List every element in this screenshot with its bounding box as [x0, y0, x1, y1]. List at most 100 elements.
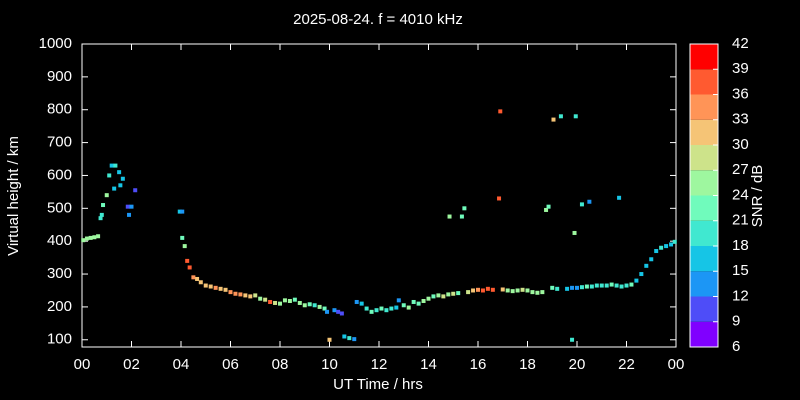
data-point [107, 173, 112, 178]
colorbar-band [690, 69, 718, 95]
colorbar-band [690, 145, 718, 171]
colorbar-tick-label: 24 [732, 186, 749, 203]
colorbar-tick-label: 30 [732, 136, 749, 153]
data-point [112, 186, 117, 191]
data-point [104, 193, 109, 198]
data-point [471, 288, 476, 293]
data-point [462, 206, 467, 211]
data-point [485, 286, 490, 291]
y-tick-label: 900 [47, 68, 72, 85]
data-point [180, 209, 185, 214]
colorbar-tick-label: 9 [732, 313, 740, 330]
data-point [664, 244, 669, 249]
data-point [278, 301, 282, 306]
data-point [550, 285, 555, 290]
colorbar-tick-label: 12 [732, 287, 749, 304]
data-point [374, 308, 379, 313]
data-point [551, 117, 556, 122]
x-axis-label: UT Time / hrs [333, 376, 423, 393]
data-point [125, 204, 130, 209]
colorbar-tick-label: 15 [732, 262, 749, 279]
y-tick-label: 200 [47, 298, 72, 315]
data-point [654, 249, 659, 254]
data-point [401, 303, 406, 308]
y-tick-label: 100 [47, 331, 72, 348]
data-point [369, 309, 374, 314]
colorbar-band [690, 170, 718, 196]
data-point [540, 290, 545, 295]
colorbar-tick-label: 36 [732, 85, 749, 102]
colorbar-tick-label: 6 [732, 338, 740, 355]
data-point [198, 280, 203, 285]
data-point [579, 202, 584, 207]
data-point [565, 286, 570, 291]
data-point [497, 196, 502, 201]
data-point [459, 214, 464, 219]
colorbar-tick-label: 39 [732, 60, 749, 77]
data-point [535, 290, 540, 295]
data-point [203, 283, 208, 288]
data-point [544, 207, 549, 212]
colorbar-band [690, 94, 718, 120]
data-point [476, 287, 480, 292]
data-point [268, 299, 273, 304]
data-point [238, 292, 243, 297]
data-point [644, 263, 649, 268]
data-point [411, 299, 416, 304]
colorbar-tick-label: 33 [732, 111, 749, 128]
data-point [572, 230, 577, 235]
data-point [609, 282, 614, 287]
data-point [208, 284, 213, 289]
data-point [347, 336, 352, 341]
data-point [500, 287, 505, 292]
data-point [88, 235, 93, 240]
data-point [584, 284, 589, 289]
y-tick-label: 500 [47, 199, 72, 216]
data-point [327, 337, 332, 342]
colorbar-band [690, 271, 718, 297]
data-point [573, 114, 578, 119]
data-point [587, 199, 592, 204]
data-point [113, 163, 118, 168]
colorbar-band [690, 119, 718, 145]
data-point [99, 212, 104, 217]
data-point [273, 300, 278, 305]
data-point [525, 288, 530, 293]
data-point [302, 303, 307, 308]
data-point [287, 298, 292, 303]
data-point [118, 183, 123, 188]
data-point [555, 286, 560, 291]
data-point [332, 308, 337, 313]
data-point [243, 293, 248, 298]
y-tick-label: 600 [47, 166, 72, 183]
data-point [317, 304, 322, 309]
x-tick-label: 14 [420, 356, 437, 373]
data-point [342, 334, 347, 339]
data-point [589, 284, 594, 289]
data-point [431, 294, 436, 299]
colorbar-tick-label: 42 [732, 35, 749, 52]
data-point [520, 287, 525, 292]
x-tick-label: 02 [123, 356, 140, 373]
y-tick-label: 800 [47, 101, 72, 118]
data-point [579, 285, 584, 290]
data-point [263, 297, 268, 302]
x-tick-label: 16 [470, 356, 487, 373]
colorbar-band [690, 321, 718, 347]
data-point [466, 290, 471, 295]
data-point [127, 212, 132, 217]
data-point [213, 285, 218, 290]
chart-title: 2025-08-24. f = 4010 kHz [293, 11, 463, 28]
data-point [282, 298, 287, 303]
y-axis-label: Virtual height / km [5, 136, 22, 256]
data-point [594, 283, 599, 288]
colorbar-band [690, 195, 718, 221]
data-point [659, 245, 664, 250]
data-point [96, 234, 101, 239]
data-point [599, 283, 604, 288]
data-point [619, 284, 624, 289]
data-point [98, 216, 103, 221]
x-tick-label: 00 [668, 356, 685, 373]
y-tick-label: 400 [47, 232, 72, 249]
